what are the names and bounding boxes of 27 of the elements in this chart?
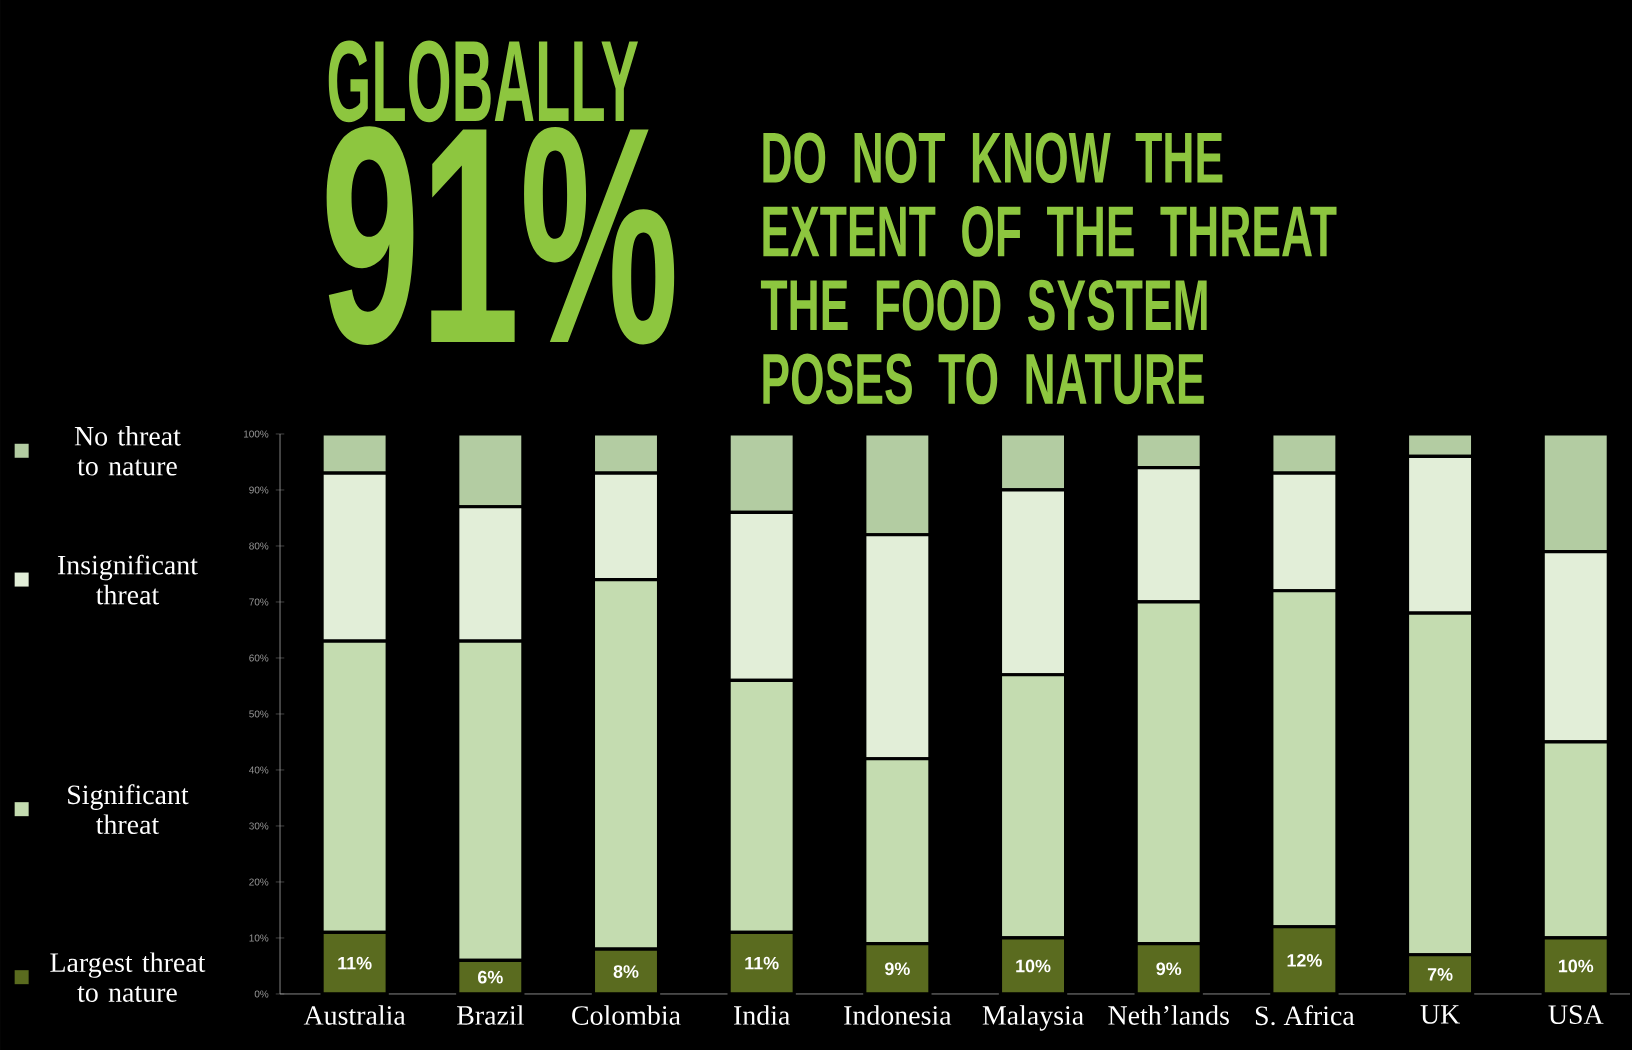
x-tick-label: UK <box>1420 1005 1460 1024</box>
x-tick-label: Neth’lands <box>1108 1005 1229 1025</box>
data-label: 6% <box>478 970 503 984</box>
x-tick-label: Indonesia <box>844 1005 952 1025</box>
data-label: 10% <box>1016 959 1051 973</box>
data-label: 11% <box>338 956 372 970</box>
data-label: 10% <box>1558 959 1594 973</box>
chart-title: GLOBALLY <box>328 40 639 123</box>
x-tick-label: USA <box>1548 1005 1604 1025</box>
data-label: 8% <box>613 965 639 978</box>
x-tick-label: Malaysia <box>982 1005 1084 1031</box>
x-tick-label: Colombia <box>572 1005 681 1025</box>
legend-label: Significant threat <box>68 784 189 835</box>
data-label: 11% <box>745 956 779 970</box>
chart-subtitle: DO NOT KNOW THE EXTENT OF THE THREAT THE FOOD SYSTEM POSES TO NATURE <box>760 132 1337 405</box>
legend-label: No threat to nature <box>74 425 181 476</box>
data-label: 9% <box>885 962 910 976</box>
x-tick-label: India <box>734 1005 790 1025</box>
x-tick-label: S. Africa <box>1255 1005 1355 1026</box>
x-tick-label: Australia <box>303 1005 406 1025</box>
x-tick-label: Brazil <box>457 1005 524 1025</box>
data-label: 9% <box>1156 962 1182 976</box>
data-label: 12% <box>1287 954 1322 967</box>
text: 91% <box>326 126 675 346</box>
legend-label: Insignificant threat <box>57 554 198 605</box>
data-label: 7% <box>1427 968 1453 981</box>
legend-label: Largest threat to nature <box>50 952 206 1002</box>
